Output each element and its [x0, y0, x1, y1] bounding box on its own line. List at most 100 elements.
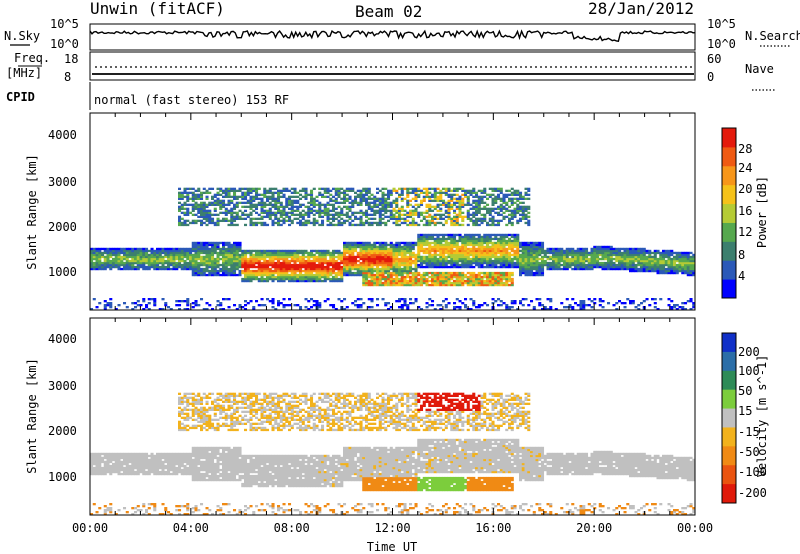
power-cell	[312, 273, 316, 277]
power-cell	[629, 261, 633, 265]
power-cell	[475, 199, 479, 203]
power-cell	[395, 205, 399, 209]
power-cell	[442, 263, 446, 267]
power-cell	[153, 257, 157, 261]
power-cell	[494, 279, 498, 283]
power-cell	[381, 267, 385, 271]
power-cell	[576, 263, 580, 267]
power-cell	[458, 279, 462, 283]
power-cell	[422, 279, 426, 283]
power-cell	[486, 209, 490, 213]
power-cell	[442, 213, 446, 217]
power-cell	[466, 263, 470, 267]
power-cell	[422, 217, 426, 221]
power-cell	[310, 263, 314, 267]
power-cell	[444, 275, 448, 279]
power-cell	[387, 257, 391, 261]
power-cell	[216, 300, 220, 303]
power-cell	[180, 191, 184, 195]
power-cell	[442, 235, 446, 239]
power-cell	[409, 259, 413, 263]
power-cell	[411, 253, 415, 257]
power-cell	[662, 251, 666, 255]
power-cell	[406, 223, 410, 227]
power-cell	[340, 259, 344, 263]
power-cell	[450, 205, 454, 209]
power-cell	[535, 241, 539, 245]
power-cell	[557, 253, 561, 257]
power-cell	[560, 251, 564, 255]
power-cell	[670, 300, 674, 303]
power-cell	[444, 205, 448, 209]
power-cell	[461, 261, 465, 265]
power-cell	[541, 304, 545, 307]
power-cell	[464, 195, 468, 199]
power-cell	[180, 211, 184, 215]
power-cell	[351, 255, 355, 259]
power-cell	[150, 249, 154, 253]
power-cell	[425, 255, 429, 259]
power-cell	[648, 265, 652, 269]
power-cell	[563, 267, 567, 271]
power-cell	[505, 261, 509, 265]
power-cell	[356, 265, 360, 269]
power-cell	[667, 269, 671, 273]
power-cell	[519, 219, 523, 223]
power-cell	[422, 271, 426, 275]
power-cell	[145, 253, 149, 257]
power-cell	[593, 249, 597, 253]
power-cell	[631, 251, 635, 255]
power-cell	[409, 267, 413, 271]
power-cell	[475, 209, 479, 213]
power-cell	[365, 187, 369, 191]
power-cell	[403, 267, 407, 271]
power-cell	[439, 241, 443, 245]
power-cell	[290, 277, 294, 281]
power-cell	[244, 249, 248, 253]
power-cell	[219, 201, 223, 205]
power-cell	[365, 241, 369, 245]
power-cell	[403, 277, 407, 281]
power-cell	[453, 235, 457, 239]
power-cell	[425, 241, 429, 245]
power-cell	[277, 267, 281, 271]
power-cell	[213, 259, 217, 263]
power-cell	[392, 281, 396, 285]
power-cell	[318, 304, 322, 307]
power-cell	[109, 306, 113, 309]
power-cell	[348, 273, 352, 277]
power-cell	[293, 277, 297, 281]
power-cell	[513, 263, 517, 267]
power-cell	[277, 197, 281, 201]
power-cell	[406, 283, 410, 287]
power-cell	[255, 265, 259, 269]
power-cell	[296, 269, 300, 273]
power-cell	[392, 269, 396, 273]
power-cell	[455, 283, 459, 287]
power-cell	[422, 257, 426, 261]
power-cell	[255, 189, 259, 193]
power-cell	[194, 302, 198, 305]
power-cell	[370, 247, 374, 251]
power-cell	[219, 205, 223, 209]
power-cell	[453, 308, 457, 311]
power-cell	[134, 259, 138, 263]
power-cell	[329, 304, 333, 307]
power-cell	[585, 267, 589, 271]
power-cell	[373, 261, 377, 265]
power-cell	[186, 261, 190, 265]
power-cell	[472, 235, 476, 239]
power-cell	[345, 215, 349, 219]
power-cell	[301, 257, 305, 261]
power-cell	[508, 306, 512, 309]
power-cell	[400, 197, 404, 201]
power-cell	[263, 215, 267, 219]
power-cell	[502, 283, 506, 287]
power-cell	[125, 259, 129, 263]
power-cell	[488, 277, 492, 281]
power-cell	[134, 255, 138, 259]
power-cell	[508, 233, 512, 237]
power-cell	[612, 257, 616, 261]
power-cell	[571, 267, 575, 271]
power-cell	[546, 257, 550, 261]
